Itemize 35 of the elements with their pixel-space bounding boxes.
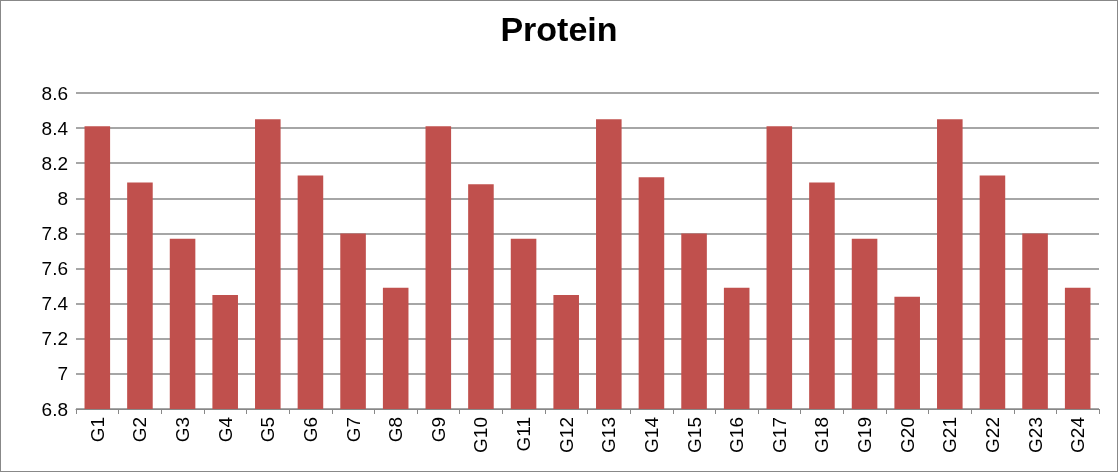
x-tick-label: G19: [854, 417, 876, 453]
y-tick-label: 7.6: [41, 258, 68, 280]
x-tick-label: G18: [811, 417, 833, 453]
y-tick-label: 8: [57, 187, 68, 209]
y-tick-label: 8.4: [41, 117, 69, 139]
x-tick-label: G17: [768, 417, 790, 453]
x-tick-label: G13: [598, 417, 620, 453]
x-tick-label: G1: [86, 417, 108, 443]
x-tick-label: G21: [939, 417, 961, 453]
y-tick-label: 8.2: [41, 152, 68, 174]
x-tick-label: G15: [683, 417, 705, 453]
x-tick-label: G16: [726, 417, 748, 453]
x-tick-label: G10: [470, 417, 492, 453]
x-tick-label: G2: [129, 417, 151, 443]
y-tick-label: 7.4: [41, 293, 69, 315]
x-tick-label: G20: [896, 417, 918, 453]
y-tick-label: 7.8: [41, 222, 68, 244]
x-tick-label: G23: [1024, 417, 1046, 453]
x-tick-label: G5: [257, 417, 279, 443]
y-tick-label: 8.6: [41, 82, 68, 104]
x-tick-label: G24: [1067, 416, 1089, 453]
x-tick-label: G3: [172, 417, 194, 443]
x-tick-label: G4: [214, 416, 236, 443]
x-tick-label: G7: [342, 417, 364, 443]
x-tick-label: G14: [640, 416, 662, 453]
y-tick-label: 7.2: [41, 328, 68, 350]
x-tick-label: G9: [427, 417, 449, 443]
x-tick-label: G8: [385, 417, 407, 443]
x-tick-label: G6: [299, 417, 321, 443]
y-tick-label: 7: [57, 363, 68, 385]
x-tick-label: G22: [981, 417, 1003, 453]
x-tick-label: G12: [555, 417, 577, 453]
x-tick-label: G11: [513, 417, 535, 452]
chart-title: Protein: [500, 10, 618, 48]
y-tick-label: 6.8: [41, 398, 68, 420]
